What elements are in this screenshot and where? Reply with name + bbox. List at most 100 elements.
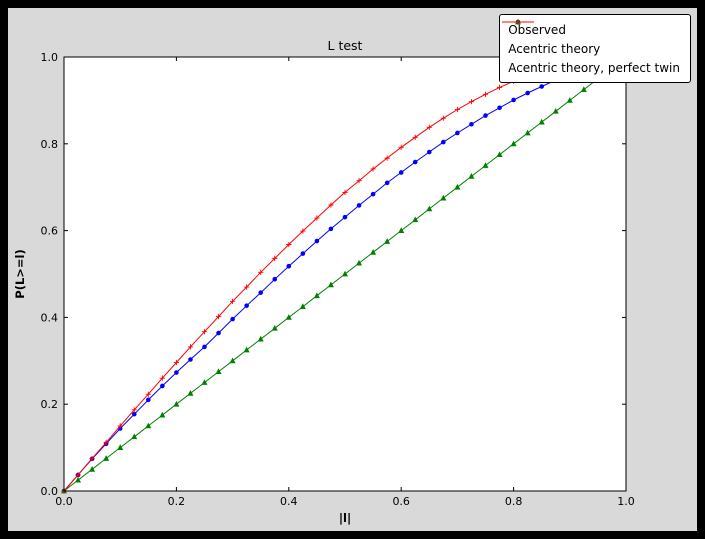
- plus-marker: [75, 472, 81, 478]
- circle-marker: [511, 97, 516, 103]
- y-tick-label: 0.6: [41, 225, 59, 238]
- triangle-marker: [384, 238, 391, 244]
- circle-marker: [342, 214, 348, 220]
- plus-marker: [515, 19, 521, 25]
- plus-marker: [103, 439, 109, 445]
- y-tick-label: 0.4: [41, 311, 59, 324]
- triangle-marker: [187, 390, 194, 396]
- plus-marker: [300, 228, 306, 234]
- x-tick-label: 0.0: [55, 495, 73, 508]
- legend-label: Acentric theory, perfect twin: [508, 60, 680, 75]
- plus-marker: [384, 155, 390, 161]
- triangle-marker: [271, 324, 278, 331]
- ticks-layer: 0.0 0.2 0.4 0.6 0.8 1.0 0.0 0.2 0.4 0.6 0.8 1.0: [41, 51, 635, 508]
- plus-marker: [356, 178, 362, 184]
- triangle-marker: [131, 433, 138, 440]
- y-axis-label: P(L>=l): [13, 249, 27, 298]
- y-tick-label: 1.0: [41, 51, 59, 64]
- y-tick-label: 0.0: [41, 485, 59, 498]
- circle-marker: [174, 370, 179, 375]
- triangle-marker: [145, 422, 152, 429]
- triangle-marker: [356, 259, 363, 266]
- triangle-marker: [215, 368, 222, 375]
- circle-marker: [244, 303, 249, 308]
- plus-marker: [244, 284, 250, 290]
- circle-marker: [398, 170, 404, 175]
- circle-marker: [356, 203, 362, 208]
- circle-marker: [455, 130, 460, 136]
- plus-marker: [201, 329, 208, 335]
- chart-title: L test: [328, 38, 363, 53]
- triangle-marker: [75, 476, 82, 483]
- x-axis-label: |l|: [339, 511, 351, 525]
- circle-marker: [328, 226, 334, 232]
- circle-marker: [258, 290, 263, 295]
- plus-marker: [328, 202, 334, 208]
- x-tick-label: 0.6: [392, 495, 410, 508]
- figure-canvas: 0.0 0.2 0.4 0.6 0.8 1.0 0.0 0.2 0.4 0.6 0.8 1.0 L t…: [8, 8, 697, 531]
- triangle-marker: [482, 162, 489, 168]
- legend: Observed Acentric theory Acentric theory, …: [499, 14, 691, 83]
- plus-marker: [440, 115, 446, 121]
- plus-marker: [272, 255, 278, 261]
- triangle-marker: [313, 292, 320, 299]
- plus-marker: [468, 99, 475, 105]
- plus-marker: [286, 241, 292, 248]
- acentric-theory-perfect-twin-line: [63, 66, 556, 492]
- triangle-marker: [243, 346, 250, 353]
- plus-marker: [131, 407, 137, 413]
- legend-item-acentric-theory-perfect-twin: Acentric theory, perfect twin: [502, 19, 680, 77]
- triangle-marker: [468, 173, 475, 179]
- plus-marker: [258, 269, 264, 275]
- circle-marker: [412, 159, 418, 165]
- plus-marker: [496, 84, 503, 90]
- plus-marker: [117, 423, 123, 429]
- triangle-marker: [398, 227, 405, 233]
- plus-marker: [145, 391, 151, 397]
- plus-marker: [370, 166, 376, 172]
- y-tick-label: 0.2: [41, 398, 59, 411]
- circle-marker: [286, 263, 292, 269]
- circle-marker: [314, 238, 320, 244]
- x-tick-label: 1.0: [617, 495, 635, 508]
- triangle-marker: [103, 455, 110, 461]
- plus-marker: [342, 189, 348, 196]
- plus-marker: [187, 344, 194, 350]
- triangle-marker: [117, 444, 124, 450]
- triangle-marker: [257, 335, 264, 342]
- plus-marker: [412, 134, 418, 140]
- y-tick-label: 0.8: [41, 138, 59, 151]
- circle-marker: [441, 139, 446, 145]
- plus-marker: [314, 215, 320, 221]
- triangle-marker: [580, 86, 587, 92]
- triangle-marker: [538, 118, 545, 125]
- triangle-marker: [524, 129, 531, 136]
- circle-marker: [427, 149, 432, 155]
- acentric-theory-line: [63, 67, 613, 492]
- circle-marker: [497, 105, 502, 111]
- x-tick-label: 0.4: [280, 495, 298, 508]
- circle-marker: [469, 121, 474, 127]
- circle-marker: [202, 344, 207, 350]
- plus-marker: [89, 455, 95, 462]
- legend-line-sample: [502, 19, 535, 25]
- circle-marker: [230, 316, 235, 322]
- plus-marker: [426, 124, 432, 130]
- plus-marker: [173, 359, 179, 366]
- triangle-marker: [426, 205, 433, 212]
- triangle-marker: [552, 107, 559, 114]
- triangle-marker: [510, 140, 517, 147]
- triangle-marker: [566, 97, 573, 103]
- x-tick-label: 0.8: [505, 495, 523, 508]
- triangle-marker: [229, 357, 236, 364]
- observed-line: [63, 79, 557, 492]
- plus-marker: [482, 91, 489, 97]
- triangle-marker: [327, 281, 334, 288]
- circle-marker: [272, 276, 278, 282]
- circle-marker: [160, 383, 165, 389]
- circle-marker: [300, 251, 306, 256]
- triangle-marker: [159, 411, 166, 418]
- triangle-marker: [285, 314, 292, 320]
- circle-marker: [131, 411, 137, 417]
- legend-item-acentric-theory: Acentric theory: [502, 18, 680, 58]
